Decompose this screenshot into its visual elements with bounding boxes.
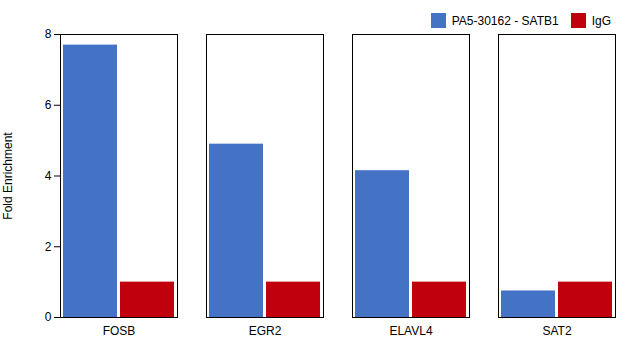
svg-text:ELAVL4: ELAVL4 bbox=[389, 324, 432, 338]
html-text:PA5-30162 - SATB1: PA5-30162 - SATB1 bbox=[451, 13, 559, 28]
svg-text:8: 8 bbox=[45, 27, 52, 41]
svg-text:4: 4 bbox=[45, 169, 52, 183]
svg-text:6: 6 bbox=[45, 98, 52, 112]
svg-text:EGR2: EGR2 bbox=[249, 324, 282, 338]
svg-text:2: 2 bbox=[45, 240, 52, 254]
svg-text:0: 0 bbox=[45, 310, 52, 324]
svg-text:Fold Enrichment: Fold Enrichment bbox=[1, 132, 15, 220]
svg-text:SAT2: SAT2 bbox=[542, 324, 571, 338]
html-text:IgG: IgG bbox=[591, 13, 611, 28]
svg-text:FOSB: FOSB bbox=[103, 324, 136, 338]
